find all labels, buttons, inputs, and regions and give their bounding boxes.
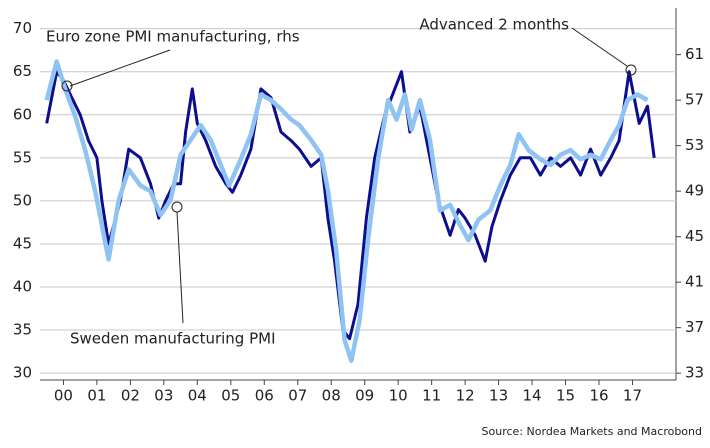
leader-line bbox=[571, 27, 628, 67]
x-tick-label: 00 bbox=[54, 387, 73, 405]
y-tick-label: 55 bbox=[13, 148, 32, 166]
x-tick-label: 04 bbox=[188, 387, 207, 405]
x-tick-label: 01 bbox=[87, 387, 106, 405]
y2-tick-label: 41 bbox=[685, 273, 704, 291]
x-tick-label: 15 bbox=[556, 387, 575, 405]
y2-tick-label: 61 bbox=[685, 45, 704, 63]
y-tick-label: 40 bbox=[13, 278, 32, 296]
y-tick-label: 60 bbox=[13, 105, 32, 123]
leader-line bbox=[176, 211, 184, 324]
leader-line bbox=[69, 49, 171, 87]
x-tick-label: 13 bbox=[489, 387, 508, 405]
source: Source: Nordea Markets and Macrobond bbox=[482, 425, 702, 438]
x-tick-label: 08 bbox=[322, 387, 341, 405]
y-tick-label: 35 bbox=[13, 321, 32, 339]
x-tick-label: 12 bbox=[456, 387, 475, 405]
series-line bbox=[44, 59, 649, 363]
annotation: Euro zone PMI manufacturing, rhs bbox=[46, 28, 300, 46]
annotation-circle bbox=[61, 80, 73, 92]
y-tick-label: 45 bbox=[13, 234, 32, 252]
x-tick-label: 07 bbox=[288, 387, 307, 405]
x-tick-label: 02 bbox=[121, 387, 140, 405]
y2-tick-label: 57 bbox=[685, 91, 704, 109]
x-tick-label: 05 bbox=[221, 387, 240, 405]
y2-tick-label: 49 bbox=[685, 182, 704, 200]
series-line bbox=[45, 70, 656, 341]
y2-tick-label: 53 bbox=[685, 136, 704, 154]
x-tick-label: 16 bbox=[589, 387, 608, 405]
y2-tick-label: 37 bbox=[685, 318, 704, 336]
x-tick-label: 10 bbox=[389, 387, 408, 405]
x-tick-label: 17 bbox=[623, 387, 642, 405]
x-tick-label: 14 bbox=[523, 387, 542, 405]
x-tick-label: 03 bbox=[154, 387, 173, 405]
annotation-circle bbox=[171, 201, 183, 213]
annotation: Sweden manufacturing PMI bbox=[70, 330, 276, 348]
y-tick-label: 65 bbox=[13, 62, 32, 80]
y-tick-label: 30 bbox=[13, 364, 32, 382]
annotation: Advanced 2 months bbox=[419, 16, 569, 34]
x-tick-label: 11 bbox=[422, 387, 441, 405]
y2-tick-label: 33 bbox=[685, 364, 704, 382]
y-tick-label: 70 bbox=[13, 19, 32, 37]
y2-tick-label: 45 bbox=[685, 227, 704, 245]
x-tick-label: 06 bbox=[255, 387, 274, 405]
y-tick-label: 50 bbox=[13, 191, 32, 209]
x-tick-label: 09 bbox=[355, 387, 374, 405]
annotation-circle bbox=[625, 64, 637, 76]
